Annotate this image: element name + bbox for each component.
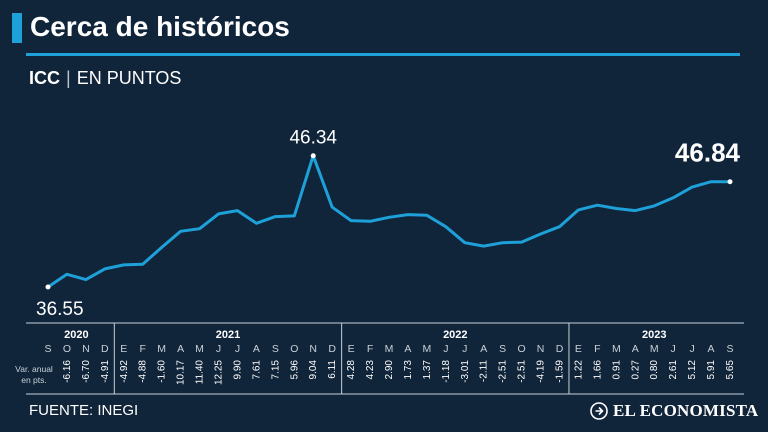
subtitle-separator: | [66, 68, 71, 88]
month-tick-21: J [443, 343, 448, 355]
annual-change-14: 6.11 [327, 360, 338, 379]
annual-change-33: 5.12 [687, 360, 698, 380]
month-tick-9: J [216, 343, 221, 355]
data-point-0 [45, 284, 51, 290]
brand-logo: EL ECONOMISTA [590, 400, 758, 422]
title-accent-bar [12, 13, 22, 43]
annual-change-5: -1.60 [157, 360, 168, 383]
annual-change-31: 0.80 [649, 360, 660, 380]
year-label-2023: 2023 [642, 329, 666, 341]
month-tick-22: J [462, 343, 467, 355]
annual-change-2: -4.91 [100, 360, 111, 383]
data-point-14 [310, 153, 316, 159]
annual-change-20: -1.18 [441, 360, 452, 383]
annual-change-29: 0.91 [611, 360, 622, 380]
year-label-2022: 2022 [443, 329, 467, 341]
annual-change-1: -6.70 [81, 360, 92, 383]
month-tick-24: S [499, 343, 506, 355]
annual-change-8: 12.25 [214, 360, 225, 385]
month-tick-12: S [272, 343, 279, 355]
data-point-36 [727, 179, 733, 185]
month-tick-30: M [612, 343, 621, 355]
annual-change-9: 9.90 [232, 360, 243, 380]
annual-change-18: 1.73 [403, 360, 414, 380]
annual-change-12: 5.96 [289, 360, 300, 380]
data-label-latest: 46.84 [675, 138, 741, 168]
month-tick-10: J [235, 343, 240, 355]
month-tick-20: M [423, 343, 432, 355]
annual-change-32: 2.61 [668, 360, 679, 380]
month-tick-31: A [632, 343, 639, 355]
month-tick-28: E [575, 343, 582, 355]
annual-change-4: -4.88 [138, 360, 149, 383]
month-tick-7: A [177, 343, 184, 355]
annual-change-34: 5.91 [706, 360, 717, 380]
annual-change-27: 1.22 [573, 360, 584, 380]
annual-change-35: 5.65 [725, 360, 736, 380]
annual-change-15: 4.28 [346, 360, 357, 380]
annual-change-16: 4.23 [365, 360, 376, 380]
month-tick-11: A [253, 343, 260, 355]
annual-change-0: -6.16 [62, 360, 73, 383]
data-label-peak: 46.34 [289, 128, 337, 149]
month-tick-14: N [309, 343, 317, 355]
annual-change-25: -4.19 [536, 360, 547, 383]
annual-change-30: 0.27 [630, 360, 641, 380]
month-tick-16: E [348, 343, 355, 355]
month-tick-0: S [44, 343, 51, 355]
annual-change-13: 9.04 [308, 360, 319, 380]
month-tick-3: D [101, 343, 109, 355]
annual-change-label-line2: en pts. [21, 375, 47, 385]
annual-change-22: -2.11 [479, 360, 490, 382]
annual-change-3: -4.92 [119, 360, 130, 383]
month-tick-29: F [594, 343, 600, 355]
month-tick-2: N [82, 343, 90, 355]
month-tick-8: M [195, 343, 204, 355]
annual-change-11: 7.15 [270, 360, 281, 380]
month-tick-32: M [650, 343, 659, 355]
series-line [46, 154, 732, 289]
annual-change-17: 2.90 [384, 360, 395, 380]
metric-label: ICC [29, 68, 60, 88]
annual-change-24: -2.51 [517, 360, 528, 383]
annual-change-10: 7.61 [251, 360, 262, 380]
month-tick-23: A [480, 343, 487, 355]
month-tick-18: M [385, 343, 394, 355]
month-tick-26: N [537, 343, 545, 355]
month-tick-13: O [290, 343, 298, 355]
chart-subtitle: ICC | EN PUNTOS [29, 67, 181, 89]
annual-change-28: 1.66 [592, 360, 603, 380]
brand-name: EL ECONOMISTA [613, 401, 759, 420]
month-tick-35: A [708, 343, 715, 355]
annual-change-26: -1.59 [555, 360, 566, 383]
month-tick-5: F [140, 343, 146, 355]
data-label-start: 36.55 [36, 299, 84, 320]
page-title: Cerca de históricos [30, 11, 290, 42]
month-tick-1: O [63, 343, 71, 355]
month-tick-6: M [157, 343, 166, 355]
source-note: FUENTE: INEGI [29, 402, 139, 419]
month-tick-17: F [367, 343, 373, 355]
year-label-2020: 2020 [64, 329, 88, 341]
month-tick-19: A [404, 343, 411, 355]
el-economista-logo-icon [590, 402, 608, 420]
annual-change-6: 10.17 [176, 360, 187, 385]
month-tick-34: J [689, 343, 694, 355]
annual-change-21: -3.01 [460, 360, 471, 383]
annual-change-label-line1: Var. anual [15, 364, 53, 374]
year-label-2021: 2021 [216, 329, 240, 341]
unit-label: EN PUNTOS [76, 68, 182, 88]
month-tick-27: D [556, 343, 564, 355]
annual-change-19: 1.37 [422, 360, 433, 380]
annual-change-7: 11.40 [195, 360, 206, 385]
annual-change-23: -2.51 [498, 360, 509, 383]
month-tick-15: D [328, 343, 336, 355]
month-tick-33: J [671, 343, 676, 355]
month-tick-25: O [518, 343, 526, 355]
title-rule [26, 53, 740, 56]
month-tick-36: S [726, 343, 733, 355]
month-tick-4: E [120, 343, 127, 355]
